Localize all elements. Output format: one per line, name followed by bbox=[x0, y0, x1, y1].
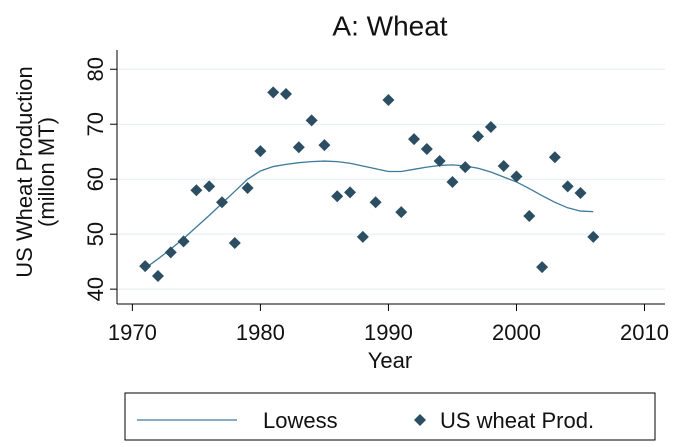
data-point bbox=[408, 133, 421, 146]
data-point bbox=[561, 180, 574, 193]
data-point bbox=[215, 196, 228, 209]
data-point bbox=[497, 160, 510, 173]
legend-swatch bbox=[414, 414, 426, 426]
data-point bbox=[344, 186, 357, 199]
data-point bbox=[177, 235, 190, 248]
data-point bbox=[420, 142, 433, 155]
x-axis-label: Year bbox=[368, 348, 412, 373]
y-tick-label: 70 bbox=[83, 112, 108, 136]
x-tick-label: 1990 bbox=[364, 320, 413, 345]
data-point bbox=[190, 184, 203, 197]
x-tick-label: 1980 bbox=[236, 320, 285, 345]
data-point bbox=[164, 246, 177, 259]
data-point bbox=[139, 260, 152, 273]
data-point bbox=[318, 139, 331, 152]
data-point bbox=[228, 236, 241, 249]
data-point bbox=[267, 86, 280, 99]
legend-label: US wheat Prod. bbox=[440, 408, 594, 433]
data-point bbox=[203, 180, 216, 193]
y-axis-label: (millon MT) bbox=[34, 117, 59, 227]
data-point bbox=[484, 120, 497, 133]
data-point bbox=[331, 190, 344, 203]
data-point bbox=[574, 186, 587, 199]
data-point bbox=[305, 114, 318, 127]
y-axis-label: US Wheat Production bbox=[12, 66, 37, 278]
data-point bbox=[254, 145, 267, 158]
legend-box bbox=[124, 392, 656, 441]
x-tick-label: 2000 bbox=[492, 320, 541, 345]
data-point bbox=[292, 141, 305, 154]
y-tick-label: 80 bbox=[83, 57, 108, 81]
data-point bbox=[356, 230, 369, 243]
data-point bbox=[433, 155, 446, 168]
x-tick-label: 1970 bbox=[108, 320, 157, 345]
data-point bbox=[510, 170, 523, 183]
data-point bbox=[536, 261, 549, 274]
data-point bbox=[151, 269, 164, 282]
data-point bbox=[587, 230, 600, 243]
data-point bbox=[472, 130, 485, 143]
x-tick-label: 2010 bbox=[620, 320, 669, 345]
data-point bbox=[241, 181, 254, 194]
chart-title: A: Wheat bbox=[332, 10, 447, 41]
legend-label: Lowess bbox=[263, 408, 338, 433]
data-point bbox=[548, 151, 561, 164]
data-point bbox=[382, 94, 395, 107]
y-tick-label: 60 bbox=[83, 167, 108, 191]
data-point bbox=[446, 175, 459, 188]
y-tick-label: 50 bbox=[83, 222, 108, 246]
data-point bbox=[280, 87, 293, 100]
data-point bbox=[523, 210, 536, 223]
data-point bbox=[395, 206, 408, 219]
data-point bbox=[459, 161, 472, 174]
data-point bbox=[369, 196, 382, 209]
y-tick-label: 40 bbox=[83, 277, 108, 301]
